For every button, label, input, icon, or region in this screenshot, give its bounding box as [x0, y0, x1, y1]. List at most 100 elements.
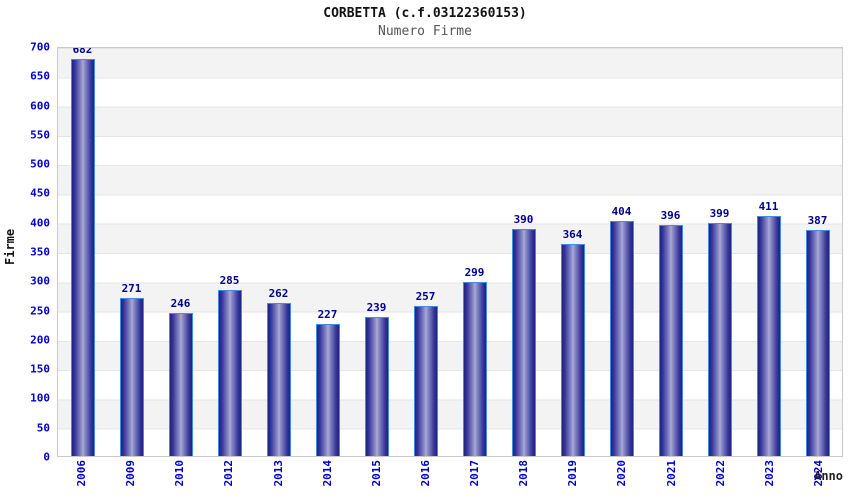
bar-slot: 271 — [107, 48, 156, 456]
bar-slot: 285 — [205, 48, 254, 456]
y-tick-label: 400 — [30, 216, 50, 230]
bar-slot: 246 — [156, 48, 205, 456]
x-tick-slot: 2021 — [647, 460, 696, 498]
bar-2006 — [70, 58, 95, 456]
y-tick-label: 500 — [30, 157, 50, 171]
x-axis-label: Anno — [814, 469, 843, 483]
x-tick-label: 2022 — [713, 460, 727, 487]
bar-2013 — [266, 303, 291, 456]
x-tick-label: 2017 — [468, 460, 482, 487]
y-tick-label: 0 — [43, 450, 50, 464]
x-tick-label: 2021 — [664, 460, 678, 487]
bar-2023 — [756, 216, 781, 456]
y-tick-label: 600 — [30, 99, 50, 113]
bar-value-label: 682 — [72, 47, 93, 56]
bar-value-label: 262 — [268, 287, 289, 301]
bar-2010 — [168, 312, 193, 456]
x-tick-slot: 2022 — [696, 460, 745, 498]
bar-slot: 257 — [401, 48, 450, 456]
x-axis-ticks: 2006 2009 2010 2012 2013 2014 2015 2016 2017 2018… — [57, 460, 843, 498]
bar-value-label: 271 — [121, 282, 142, 296]
bar-value-label: 399 — [709, 207, 730, 221]
bar-value-label: 257 — [415, 290, 436, 304]
x-tick-label: 2006 — [75, 460, 89, 487]
bar-2012 — [217, 289, 242, 456]
bar-2014 — [315, 323, 340, 456]
bar-slot: 387 — [793, 48, 842, 456]
y-tick-label: 650 — [30, 69, 50, 83]
plot-area: 682 271 246 285 262 227 239 257 299 390 364 404 396 3… — [57, 47, 843, 457]
bar-2015 — [364, 316, 389, 456]
x-tick-slot: 2015 — [352, 460, 401, 498]
chart-subtitle: Numero Firme — [378, 24, 472, 39]
x-tick-slot: 2013 — [254, 460, 303, 498]
y-tick-label: 350 — [30, 245, 50, 259]
bar-slot: 682 — [58, 48, 107, 456]
bar-value-label: 390 — [513, 212, 534, 226]
bar-value-label: 246 — [170, 296, 191, 310]
x-tick-label: 2023 — [762, 460, 776, 487]
bar-2017 — [462, 281, 487, 456]
bar-slot: 390 — [499, 48, 548, 456]
x-tick-slot: 2006 — [57, 460, 106, 498]
bar-value-label: 387 — [807, 214, 828, 228]
bar-value-label: 364 — [562, 227, 583, 241]
x-tick-label: 2014 — [320, 460, 334, 487]
x-tick-slot: 2016 — [401, 460, 450, 498]
x-tick-label: 2018 — [517, 460, 531, 487]
bar-value-label: 239 — [366, 300, 387, 314]
x-tick-slot: 2009 — [106, 460, 155, 498]
bar-slot: 399 — [695, 48, 744, 456]
y-tick-label: 300 — [30, 274, 50, 288]
bar-slot: 227 — [303, 48, 352, 456]
bar-value-label: 285 — [219, 273, 240, 287]
bar-slot: 364 — [548, 48, 597, 456]
x-tick-slot: 2017 — [450, 460, 499, 498]
y-tick-label: 100 — [30, 391, 50, 405]
bar-value-label: 404 — [611, 204, 632, 218]
y-tick-label: 250 — [30, 304, 50, 318]
bar-value-label: 227 — [317, 307, 338, 321]
bar-value-label: 299 — [464, 265, 485, 279]
x-tick-slot: 2014 — [303, 460, 352, 498]
y-tick-label: 150 — [30, 362, 50, 376]
y-axis-ticks: 0 50 100 150 200 250 300 350 400 450 500 550 600 650 7… — [0, 41, 50, 464]
bar-2022 — [707, 223, 732, 456]
bars-container: 682 271 246 285 262 227 239 257 299 390 364 404 396 3… — [58, 48, 842, 456]
bar-slot: 404 — [597, 48, 646, 456]
bar-slot: 239 — [352, 48, 401, 456]
bar-slot: 411 — [744, 48, 793, 456]
y-tick-label: 550 — [30, 128, 50, 142]
y-tick-label: 200 — [30, 333, 50, 347]
bar-2024 — [805, 230, 830, 456]
bar-2009 — [119, 298, 144, 456]
x-tick-slot: 2012 — [204, 460, 253, 498]
x-tick-label: 2012 — [222, 460, 236, 487]
x-tick-slot: 2010 — [155, 460, 204, 498]
bar-slot: 299 — [450, 48, 499, 456]
y-tick-label: 700 — [30, 40, 50, 54]
x-tick-label: 2010 — [173, 460, 187, 487]
x-tick-slot: 2018 — [499, 460, 548, 498]
x-tick-label: 2009 — [124, 460, 138, 487]
bar-slot: 396 — [646, 48, 695, 456]
x-tick-slot: 2023 — [745, 460, 794, 498]
bar-2021 — [658, 225, 683, 456]
bar-value-label: 411 — [758, 200, 779, 214]
chart-title: CORBETTA (c.f.03122360153) — [323, 6, 527, 21]
bar-2016 — [413, 306, 438, 456]
x-tick-label: 2020 — [615, 460, 629, 487]
x-tick-slot: 2020 — [597, 460, 646, 498]
x-tick-label: 2016 — [418, 460, 432, 487]
y-tick-label: 50 — [36, 421, 50, 435]
bar-2019 — [560, 243, 585, 456]
bar-2020 — [609, 220, 634, 456]
bar-2018 — [511, 228, 536, 456]
x-tick-slot: 2019 — [548, 460, 597, 498]
bar-value-label: 396 — [660, 209, 681, 223]
x-tick-label: 2019 — [566, 460, 580, 487]
x-tick-label: 2015 — [369, 460, 383, 487]
x-tick-label: 2013 — [271, 460, 285, 487]
y-tick-label: 450 — [30, 186, 50, 200]
